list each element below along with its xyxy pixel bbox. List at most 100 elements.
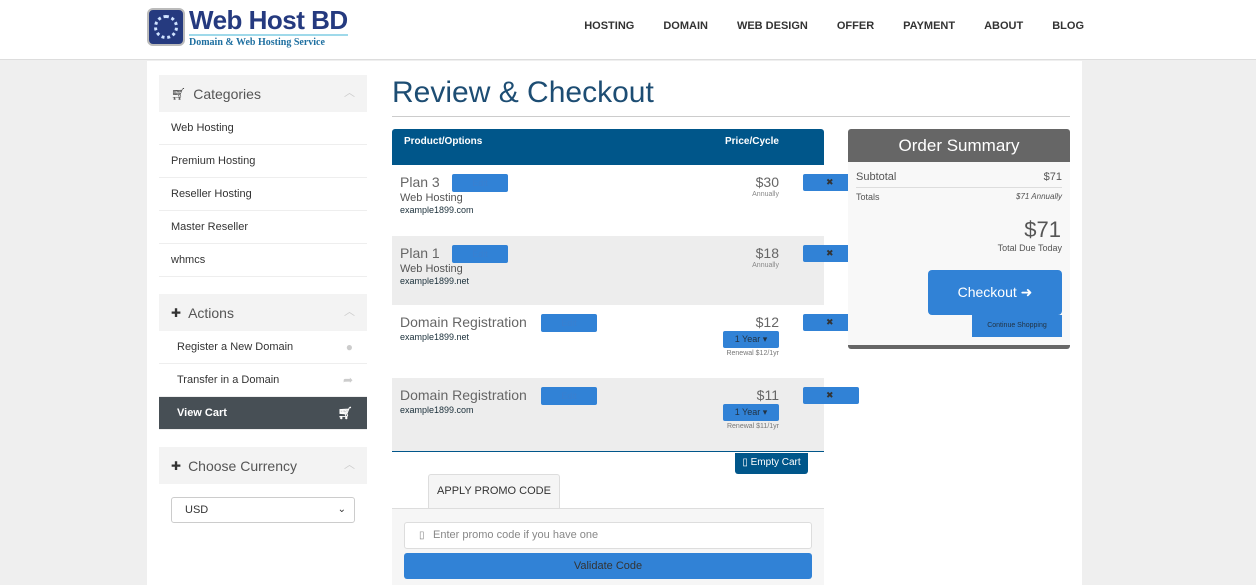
edit-button[interactable]: Edit xyxy=(452,245,508,263)
empty-cart-button[interactable]: ▯ Empty Cart xyxy=(735,453,808,474)
actions-panel: ✚ Actions ︿ Register a New Domain ● Transfe… xyxy=(159,294,367,430)
nav-offer[interactable]: OFFER xyxy=(836,20,875,32)
nav-blog[interactable]: BLOG xyxy=(1052,20,1084,32)
product-name: Domain Registration xyxy=(400,387,527,403)
subtotal-value: $71 xyxy=(1043,171,1062,183)
price-cycle-header: Price/Cycle xyxy=(725,136,779,147)
register-domain-label: Register a New Domain xyxy=(177,341,294,353)
plus-icon: ✚ xyxy=(171,305,182,320)
chevron-down-icon: ⌄ xyxy=(337,504,346,515)
close-icon: ✖ xyxy=(826,248,834,258)
cart-icon: 🛒︎ xyxy=(171,86,187,101)
period-value: 1 Year xyxy=(734,334,761,344)
page-title: Review & Checkout xyxy=(392,76,1070,117)
actions-header[interactable]: ✚ Actions ︿ xyxy=(159,294,367,331)
plus-icon: ✚ xyxy=(171,458,182,473)
cart-item: Plan 1 Edit Web Hosting example1899.net … xyxy=(392,236,859,305)
total-due-label: Total Due Today xyxy=(997,243,1062,253)
product-domain: example1899.net xyxy=(400,332,470,342)
logo-title: Web Host BD xyxy=(189,5,348,35)
product-name: Plan 1 xyxy=(400,245,440,261)
logo-icon xyxy=(147,8,185,46)
validate-code-button[interactable]: Validate Code xyxy=(404,553,812,579)
product-group: Web Hosting xyxy=(400,192,463,204)
chevron-up-icon[interactable]: ︿ xyxy=(344,87,355,99)
edit-button[interactable]: Edit xyxy=(541,387,597,405)
categories-title: Categories xyxy=(193,85,261,102)
nav-domain[interactable]: DOMAIN xyxy=(663,20,708,32)
close-icon: ✖ xyxy=(826,177,834,187)
nav-hosting[interactable]: HOSTING xyxy=(584,20,635,32)
edit-button[interactable]: Edit xyxy=(452,174,508,192)
arrow-right-icon: ➜ xyxy=(1020,284,1033,300)
sidebar-item-master-reseller[interactable]: Master Reseller xyxy=(159,211,367,244)
ticket-icon: ▯ xyxy=(419,530,425,541)
product-name: Domain Registration xyxy=(400,314,527,330)
currency-value: USD xyxy=(185,504,209,516)
period-dropdown[interactable]: 1 Year ▾ xyxy=(723,331,779,348)
cart-table-header: Product/Options Price/Cycle xyxy=(392,129,824,165)
product-domain: example1899.net xyxy=(400,276,470,286)
continue-shopping-button[interactable]: Continue Shopping xyxy=(972,315,1062,337)
caret-down-icon: ▾ xyxy=(762,334,768,344)
main-nav: HOSTING DOMAIN WEB DESIGN OFFER PAYMENT … xyxy=(584,20,1084,32)
logo-subtitle: Domain & Web Hosting Service xyxy=(189,34,348,48)
chevron-up-icon[interactable]: ︿ xyxy=(344,459,355,471)
product-price: $12 xyxy=(755,314,779,330)
categories-panel: 🛒︎ Categories ︿ Web Hosting Premium Hostin… xyxy=(159,75,367,277)
billing-cycle: Annually xyxy=(752,191,779,198)
actions-title: Actions xyxy=(188,304,234,321)
product-group: Web Hosting xyxy=(400,263,463,275)
subtotal-label: Subtotal xyxy=(856,171,897,183)
currency-select[interactable]: USD ⌄ xyxy=(171,497,355,523)
currency-header[interactable]: ✚ Choose Currency ︿ xyxy=(159,447,367,484)
tab-apply-promo-code[interactable]: APPLY PROMO CODE xyxy=(428,474,560,508)
billing-cycle: Annually xyxy=(752,262,779,269)
empty-cart-label: Empty Cart xyxy=(750,457,801,468)
nav-web-design[interactable]: WEB DESIGN xyxy=(736,20,808,32)
cart-icon: 🛒︎ xyxy=(337,406,353,420)
period-dropdown[interactable]: 1 Year ▾ xyxy=(723,404,779,421)
period-value: 1 Year xyxy=(734,407,761,417)
currency-panel: ✚ Choose Currency ︿ xyxy=(159,447,367,484)
cart-item: Domain Registration Edit example1899.com… xyxy=(392,378,859,452)
cart-table: Product/Options Price/Cycle Plan 3 Edit … xyxy=(392,129,859,452)
remove-item-button[interactable]: ✖ xyxy=(803,174,859,191)
logo[interactable]: Web Host BD Domain & Web Hosting Service xyxy=(147,6,348,48)
currency-title: Choose Currency xyxy=(188,457,297,474)
chevron-up-icon[interactable]: ︿ xyxy=(344,306,355,318)
cart-item: Domain Registration Edit example1899.net… xyxy=(392,305,859,378)
remove-item-button[interactable]: ✖ xyxy=(803,245,859,262)
sidebar-item-transfer-domain[interactable]: Transfer in a Domain ➦ xyxy=(159,364,367,397)
sidebar-item-premium-hosting[interactable]: Premium Hosting xyxy=(159,145,367,178)
checkout-label: Checkout xyxy=(957,284,1017,300)
trash-icon: ▯ xyxy=(742,457,748,468)
product-options-header: Product/Options xyxy=(404,136,483,147)
sidebar-item-view-cart[interactable]: View Cart 🛒︎ xyxy=(159,397,367,430)
close-icon: ✖ xyxy=(826,317,834,327)
nav-about[interactable]: ABOUT xyxy=(984,20,1024,32)
order-summary-title: Order Summary xyxy=(848,129,1070,162)
order-summary: Order Summary Subtotal $71 Totals $71 An… xyxy=(848,129,1070,349)
share-icon: ➦ xyxy=(342,373,353,387)
product-price: $30 xyxy=(755,174,779,190)
promo-code-input[interactable]: ▯ Enter promo code if you have one xyxy=(404,522,812,549)
product-name: Plan 3 xyxy=(400,174,440,190)
product-domain: example1899.com xyxy=(400,405,474,415)
edit-button[interactable]: Edit xyxy=(541,314,597,332)
categories-header[interactable]: 🛒︎ Categories ︿ xyxy=(159,75,367,112)
nav-payment[interactable]: PAYMENT xyxy=(903,20,956,32)
totals-label: Totals xyxy=(856,192,880,202)
cart-item: Plan 3 Edit Web Hosting example1899.com … xyxy=(392,165,859,236)
sidebar-item-whmcs[interactable]: whmcs xyxy=(159,244,367,277)
sidebar-item-reseller-hosting[interactable]: Reseller Hosting xyxy=(159,178,367,211)
globe-icon: ● xyxy=(345,340,353,354)
product-domain: example1899.com xyxy=(400,205,474,215)
remove-item-button[interactable]: ✖ xyxy=(803,387,859,404)
close-icon: ✖ xyxy=(826,390,834,400)
sidebar-item-web-hosting[interactable]: Web Hosting xyxy=(159,112,367,145)
site-header xyxy=(0,0,1256,60)
sidebar-item-register-domain[interactable]: Register a New Domain ● xyxy=(159,331,367,364)
checkout-button[interactable]: Checkout ➜ xyxy=(928,270,1062,315)
remove-item-button[interactable]: ✖ xyxy=(803,314,859,331)
